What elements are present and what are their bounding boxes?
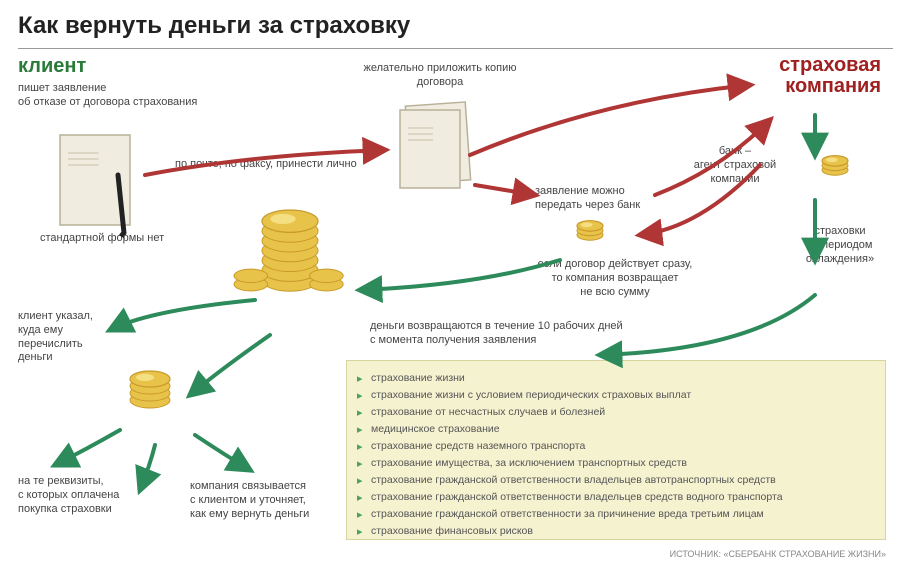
insurance-list-item: страхование средств наземного транспорта — [357, 437, 875, 454]
flow-arrow — [475, 185, 535, 195]
divider — [18, 48, 893, 49]
txt-cooling: страховкис «периодомохлаждения» — [790, 225, 890, 266]
document-icon — [60, 135, 130, 239]
txt-client-where: клиент указал,куда емуперечислитьденьги — [18, 310, 118, 365]
insurance-list-box: страхование жизнистрахование жизни с усл… — [346, 360, 886, 540]
txt-contacts: компания связываетсяс клиентом и уточняе… — [190, 480, 340, 521]
txt-ten-days: деньги возвращаются в течение 10 рабочих… — [370, 320, 670, 348]
insurance-list-item: страхование гражданской ответственности … — [357, 488, 875, 505]
flow-arrow — [195, 435, 250, 470]
insurance-list-item: страхование жизни — [357, 369, 875, 386]
insurance-list-item: медицинское страхование — [357, 420, 875, 437]
insurance-list-item: страхование гражданской ответственности … — [357, 471, 875, 488]
txt-delivery: по почте, по факсу, принести лично — [175, 158, 375, 172]
insurance-list-item: страхование от несчастных случаев и боле… — [357, 403, 875, 420]
txt-client-action: пишет заявлениеоб отказе от договора стр… — [18, 82, 208, 110]
insurance-list-item: страхование имущества, за исключением тр… — [357, 454, 875, 471]
txt-attach: желательно приложить копиюдоговора — [350, 62, 530, 90]
coin-stack-icon — [234, 210, 343, 291]
txt-via-bank: заявление можнопередать через банк — [535, 185, 665, 213]
coin-stack-icon — [822, 156, 848, 176]
company-label: страховаякомпания — [779, 55, 881, 97]
client-label: клиент — [18, 55, 86, 78]
flow-arrow — [55, 430, 120, 465]
insurance-list-item: страхование финансовых рисков — [357, 522, 875, 539]
source-credit: ИСТОЧНИК: «СБЕРБАНК СТРАХОВАНИЕ ЖИЗНИ» — [670, 549, 886, 559]
txt-not-full: если договор действует сразу,то компания… — [525, 258, 705, 299]
document-icon — [400, 102, 471, 188]
flow-arrow — [110, 300, 255, 330]
flow-arrow — [190, 335, 270, 395]
txt-bank-agent: банк –агент страховойкомпании — [680, 145, 790, 186]
txt-no-std: стандартной формы нет — [40, 232, 180, 246]
txt-requisites: на те реквизиты,с которых оплаченапокупк… — [18, 475, 158, 516]
insurance-list-item: страхование гражданской ответственности … — [357, 505, 875, 522]
insurance-list-item: страхование жизни с условием периодическ… — [357, 386, 875, 403]
page-title: Как вернуть деньги за страховку — [0, 0, 911, 48]
coin-stack-icon — [577, 221, 603, 241]
coin-stack-icon — [130, 371, 170, 408]
